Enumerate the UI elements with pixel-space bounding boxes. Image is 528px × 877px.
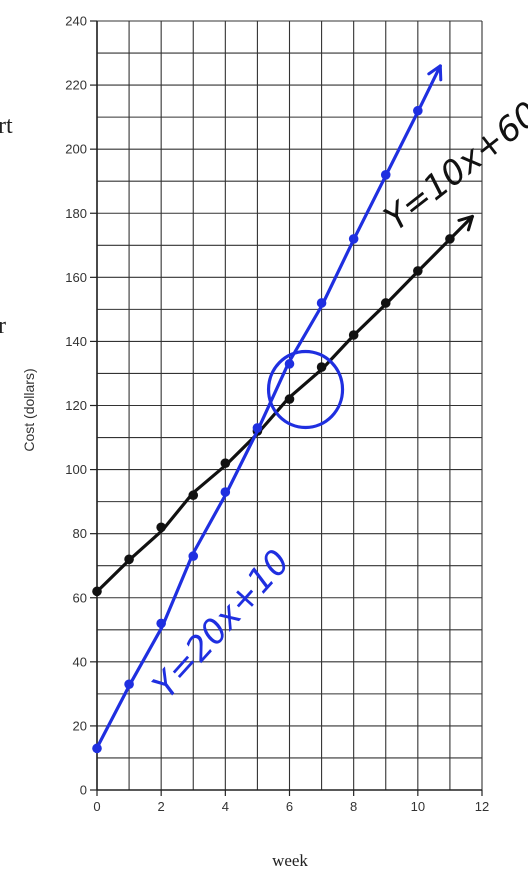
series-1-point <box>124 554 134 565</box>
y-tick-label: 120 <box>65 398 87 413</box>
y-tick-label: 180 <box>65 206 87 221</box>
x-tick-label: 10 <box>411 799 425 814</box>
annotations: Y=10x+60 Y=20x+10 <box>145 94 528 706</box>
y-tick-label: 40 <box>73 654 87 669</box>
y-tick-label: 60 <box>73 590 87 605</box>
series-2-point <box>380 170 391 180</box>
tick-labels: 0 20 40 60 80 100 120 140 160 180 200 220 240 0 2 4 6 8 10… <box>65 14 489 815</box>
x-axis-label: week <box>272 851 308 870</box>
series-2-point <box>252 423 263 433</box>
series-1-point <box>413 266 423 276</box>
x-tick-label: 12 <box>475 799 489 814</box>
series-2-point <box>124 679 134 690</box>
y-tick-label: 220 <box>65 78 87 93</box>
series-1-point <box>92 586 102 597</box>
series-1-point <box>380 298 391 308</box>
x-tick-label: 6 <box>286 799 293 814</box>
series-2-line <box>94 64 442 752</box>
series-1 <box>92 214 474 597</box>
y-tick-label: 200 <box>65 142 87 157</box>
series-2-point <box>316 298 327 308</box>
series-1-point <box>348 330 359 340</box>
series-1-point <box>220 458 231 468</box>
cut-off-text: rt r <box>0 113 13 339</box>
series-2-point <box>284 359 295 369</box>
series-1-point <box>284 394 295 404</box>
y-tick-label: 20 <box>73 718 87 733</box>
y-axis-label: Cost (dollars) <box>21 368 37 451</box>
series-1-point <box>316 362 327 372</box>
x-tick-label: 4 <box>222 799 229 814</box>
cut-off-text-1: rt <box>0 113 13 139</box>
y-tick-label: 80 <box>73 526 87 541</box>
series-1-point <box>156 522 166 533</box>
y-tick-label: 100 <box>65 462 87 477</box>
series-1-point <box>445 234 455 244</box>
y-tick-label: 240 <box>65 14 87 29</box>
y-tick-label: 0 <box>80 783 87 798</box>
annotation-blue-equation: Y=20x+10 <box>145 542 298 706</box>
series-1-point <box>188 490 199 501</box>
x-tick-label: 2 <box>158 799 165 814</box>
series-1-arrowhead <box>457 214 474 232</box>
x-tick-label: 0 <box>93 799 100 814</box>
x-tick-label: 8 <box>350 799 357 814</box>
series-2-point <box>156 618 166 629</box>
cut-off-text-2: r <box>0 313 6 339</box>
annotation-black-equation: Y=10x+60 <box>377 94 528 239</box>
series-2 <box>92 64 443 754</box>
y-tick-label: 160 <box>65 270 87 285</box>
series-2-point <box>413 105 423 116</box>
series-2-point <box>92 743 102 754</box>
y-tick-label: 140 <box>65 334 87 349</box>
series-2-point <box>220 487 231 497</box>
series-layer <box>92 64 474 754</box>
series-2-point <box>348 234 359 244</box>
series-2-point <box>188 551 199 561</box>
series-2-arrowhead <box>427 64 443 82</box>
annotation-circle <box>266 349 345 430</box>
